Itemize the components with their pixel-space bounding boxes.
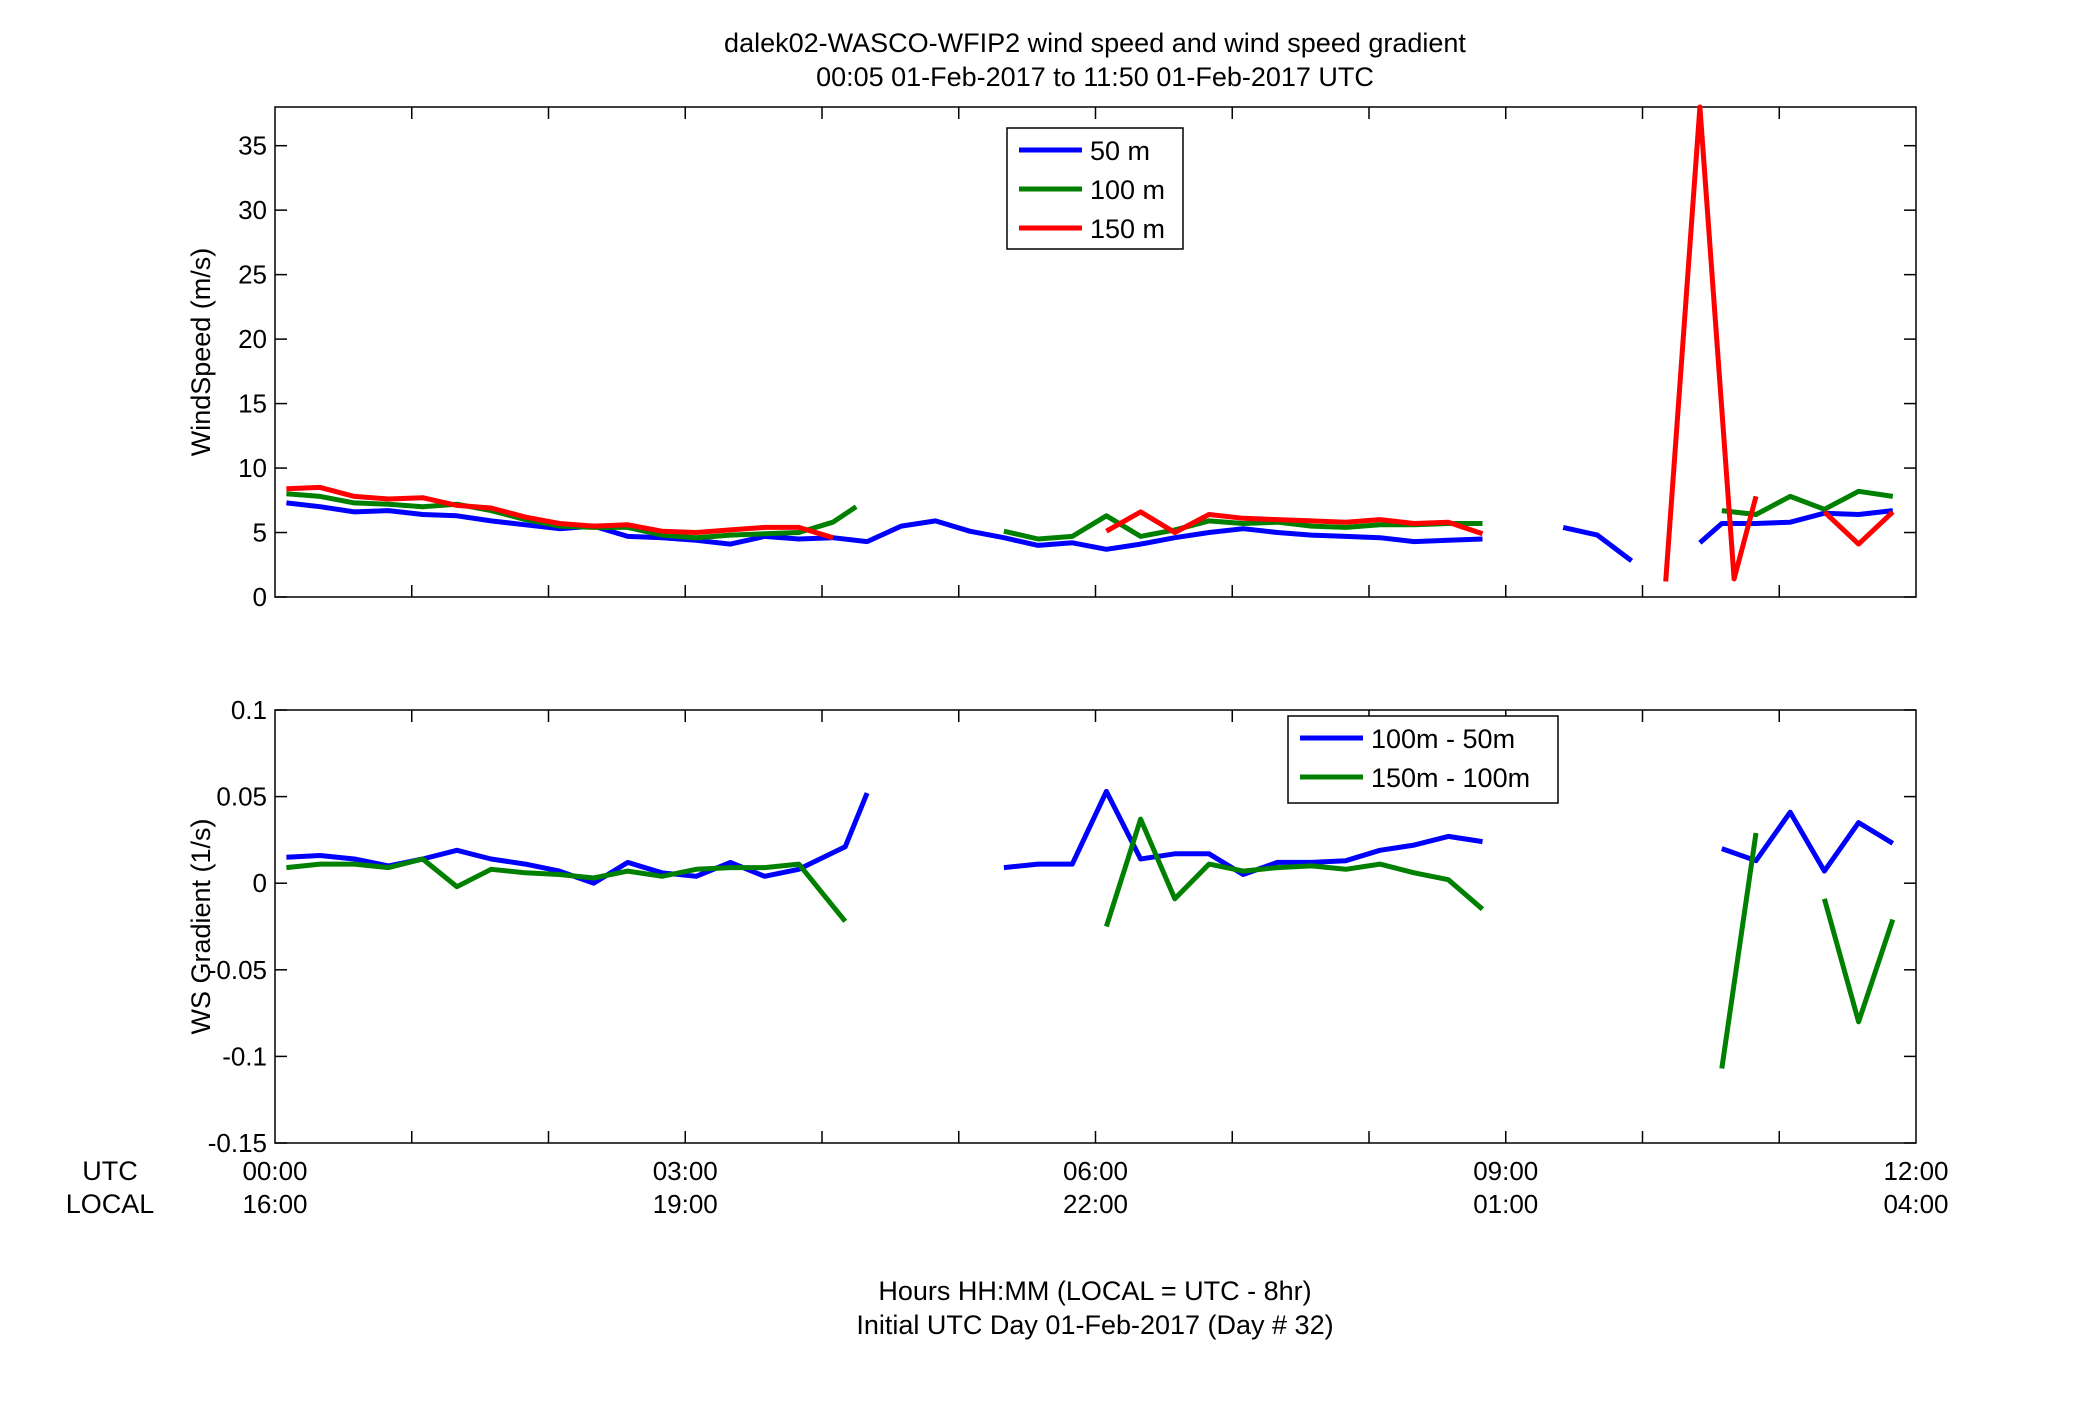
chart-subtitle: 00:05 01-Feb-2017 to 11:50 01-Feb-2017 U… — [816, 62, 1374, 92]
y-axis-label: WS Gradient (1/s) — [186, 818, 216, 1034]
series-line-150m — [1822, 510, 1895, 547]
y-axis-label: WindSpeed (m/s) — [186, 248, 216, 457]
wind-speed-axes: 0 5 10 15 20 25 30 35 WindSpeed (m/s) 50 m 100 m 15… — [186, 104, 1917, 612]
series-line-150m-100m — [1821, 898, 1896, 1025]
legend — [1287, 715, 1559, 804]
x-tick-label-utc: 06:00 — [1063, 1156, 1128, 1186]
series-line-50m — [1698, 508, 1894, 545]
y-tick-label: 0.05 — [216, 782, 267, 812]
y-tick-label: 10 — [238, 453, 267, 483]
series-line-150m-100m — [1719, 832, 1759, 1069]
x-tick-label-local: 04:00 — [1883, 1189, 1948, 1219]
y-tick-label: 0 — [253, 582, 267, 612]
chart-title: dalek02-WASCO-WFIP2 wind speed and wind … — [724, 28, 1466, 58]
y-tick-label: 0 — [253, 868, 267, 898]
series-line-150m-100m — [286, 856, 848, 923]
x-tick-label-local: 16:00 — [242, 1189, 307, 1219]
x-tick-label-local: 01:00 — [1473, 1189, 1538, 1219]
series-line-50m — [286, 500, 1483, 552]
x-axis-row-label-utc: UTC — [82, 1156, 138, 1186]
legend-label: 100m - 50m — [1371, 724, 1515, 754]
x-tick-label-local: 22:00 — [1063, 1189, 1128, 1219]
legend-label: 150m - 100m — [1371, 763, 1530, 793]
y-tick-label: 20 — [238, 324, 267, 354]
x-tick-label-utc: 12:00 — [1883, 1156, 1948, 1186]
y-tick-label: 15 — [238, 389, 267, 419]
y-tick-label: -0.05 — [208, 955, 267, 985]
wind-speed-gradient-axes: -0.15 -0.1 -0.05 0 0.05 0.1 WS Gradient (1/s) 1… — [186, 695, 1917, 1158]
series-line-100m — [1003, 513, 1483, 542]
y-tick-label: 25 — [238, 260, 267, 290]
x-axis-label-secondary: Initial UTC Day 01-Feb-2017 (Day # 32) — [856, 1310, 1333, 1340]
y-tick-label: 35 — [238, 131, 267, 161]
series-line-150m — [286, 484, 834, 541]
y-tick-label: 5 — [253, 518, 267, 548]
plot-area — [274, 709, 1917, 1144]
series-line-100m-50m — [1003, 788, 1483, 877]
x-axis-label: Hours HH:MM (LOCAL = UTC - 8hr) — [878, 1276, 1311, 1306]
legend-label: 50 m — [1090, 136, 1150, 166]
y-tick-label: -0.1 — [222, 1041, 267, 1071]
x-tick-label-utc: 00:00 — [242, 1156, 307, 1186]
y-tick-label: -0.15 — [208, 1128, 267, 1158]
legend-label: 100 m — [1090, 175, 1165, 205]
x-tick-label-local: 19:00 — [653, 1189, 718, 1219]
x-axis-row-label-local: LOCAL — [66, 1189, 155, 1219]
y-tick-label: 0.1 — [231, 695, 267, 725]
series-line-50m — [1562, 524, 1634, 563]
x-tick-label-utc: 09:00 — [1473, 1156, 1538, 1186]
series-line-150m — [1105, 509, 1484, 537]
x-tick-label-utc: 03:00 — [653, 1156, 718, 1186]
series-line-150m-100m — [1104, 816, 1485, 928]
y-tick-label: 30 — [238, 195, 267, 225]
series-line-150m — [1663, 104, 1759, 582]
legend-label: 150 m — [1090, 214, 1165, 244]
